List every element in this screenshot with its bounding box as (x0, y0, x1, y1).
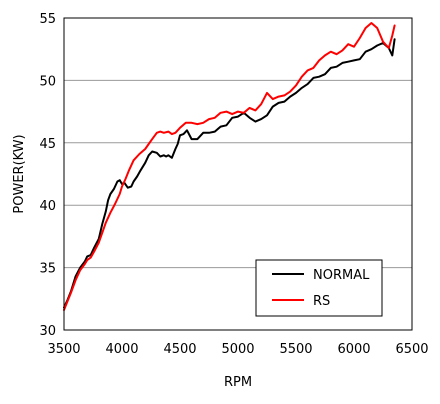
plot-frame (63, 17, 413, 331)
legend-label-rs: RS (313, 294, 330, 309)
y-axis-title: POWER(KW) (12, 134, 27, 213)
y-tick-label-50: 50 (39, 74, 56, 89)
x-tick-label-6000: 6000 (337, 342, 370, 357)
legend-box (255, 259, 383, 317)
x-axis-ticks: 3500 4000 4500 5000 5500 6000 6500 (47, 342, 428, 357)
series-layer (63, 22, 396, 311)
x-tick-label-6500: 6500 (395, 342, 428, 357)
series-line-normal (63, 38, 396, 309)
y-tick-label-30: 30 (39, 324, 56, 339)
x-tick-label-4000: 4000 (105, 342, 138, 357)
legend-label-normal: NORMAL (313, 268, 370, 283)
x-tick-label-4500: 4500 (163, 342, 196, 357)
series-line-rs (63, 22, 396, 311)
y-tick-label-35: 35 (39, 262, 56, 277)
y-axis-ticks: 30 35 40 45 50 55 (39, 12, 56, 339)
y-tick-label-55: 55 (39, 12, 56, 27)
x-axis-title: RPM (224, 375, 252, 390)
x-tick-label-5000: 5000 (221, 342, 254, 357)
y-tick-label-40: 40 (39, 199, 56, 214)
x-tick-label-5500: 5500 (279, 342, 312, 357)
legend: NORMAL RS (255, 259, 383, 317)
y-tick-label-45: 45 (39, 137, 56, 152)
x-tick-label-3500: 3500 (47, 342, 80, 357)
gridlines (64, 79, 412, 269)
